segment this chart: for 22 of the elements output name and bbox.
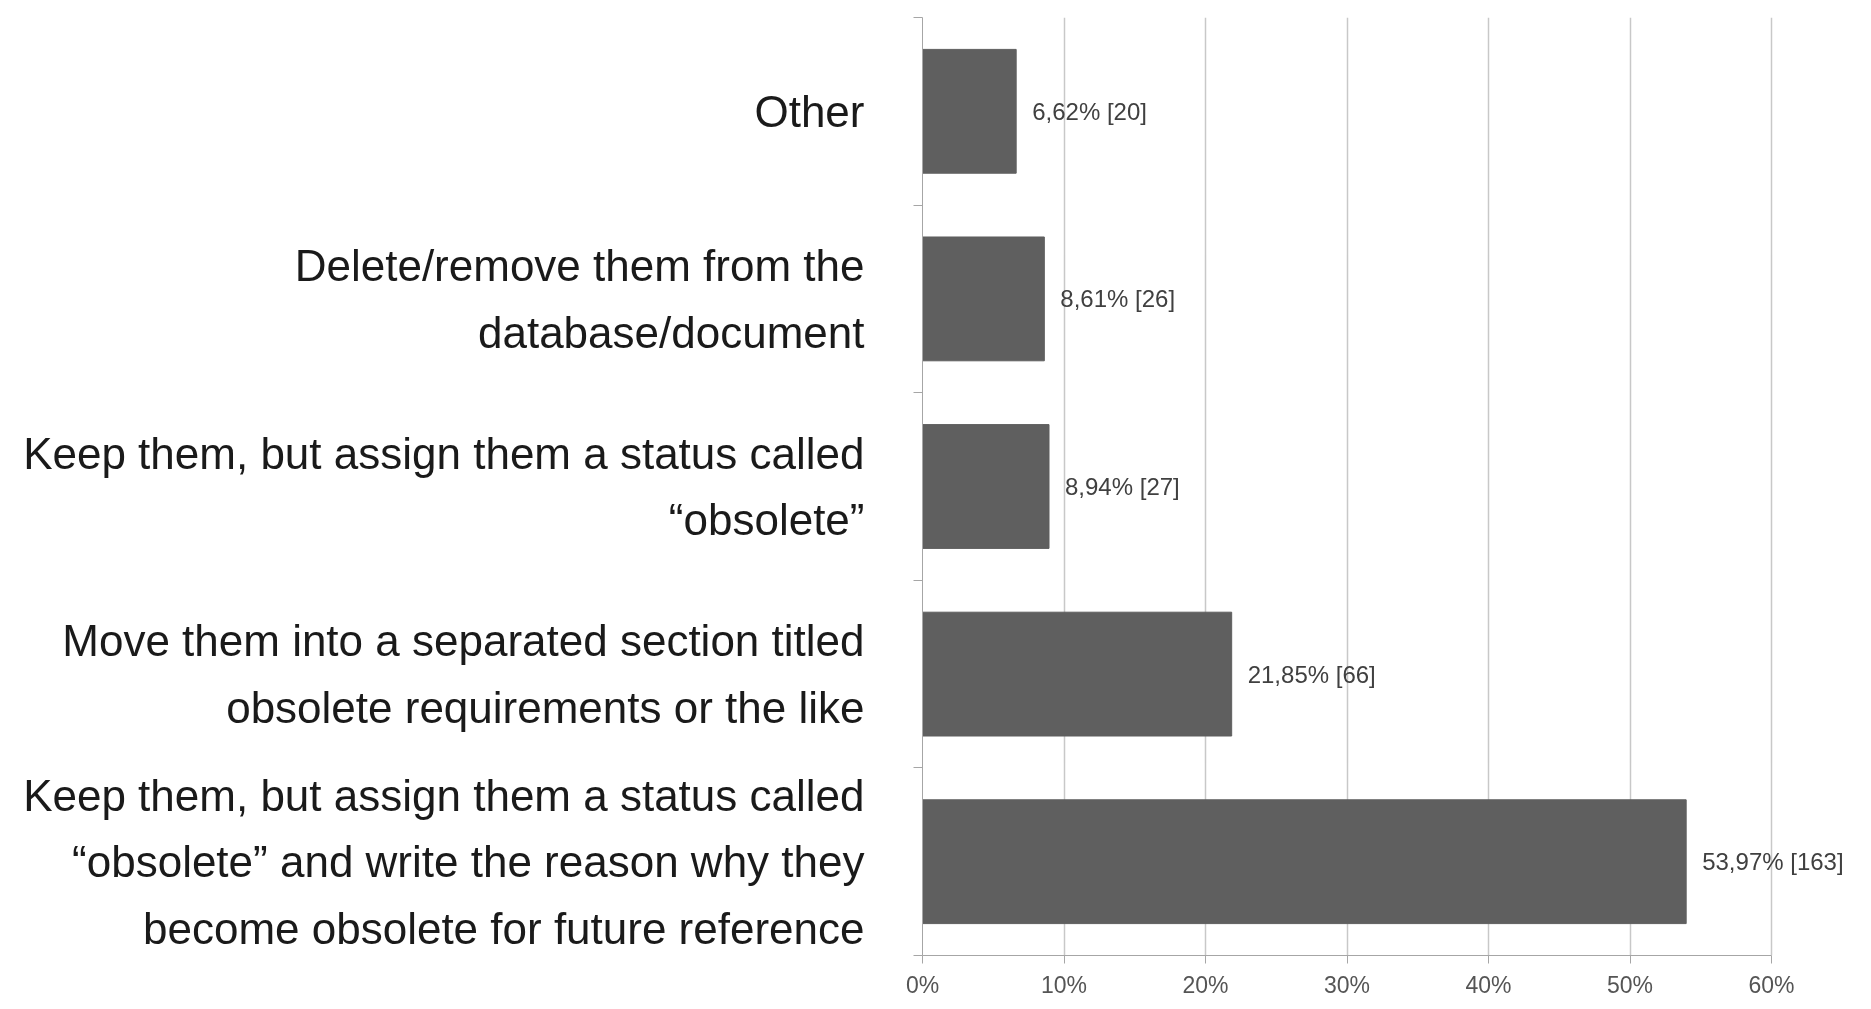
- bar: [922, 48, 1017, 174]
- x-tick-label: 0%: [905, 971, 940, 998]
- x-tick-label: 40%: [1465, 971, 1512, 998]
- bar: [922, 611, 1233, 737]
- bar: [922, 799, 1687, 925]
- x-tick-label: 50%: [1606, 971, 1654, 998]
- bar: [922, 236, 1045, 362]
- y-tick-label: Keep them, but assign them a status called “obsolete”: [23, 428, 865, 545]
- x-tick-label: 30%: [1323, 971, 1371, 998]
- y-tick-label: Other: [754, 86, 865, 136]
- y-tick-label: Move them into a separated section titled obsolete requirements or the like: [62, 616, 865, 732]
- data-label: 6,62% [20]: [1032, 97, 1147, 125]
- y-tick-label: Delete/remove them from the database/document: [294, 241, 865, 357]
- data-label: 8,61% [26]: [1060, 285, 1176, 313]
- data-label: 8,94% [27]: [1065, 473, 1180, 500]
- x-tick-label: 10%: [1040, 971, 1088, 998]
- data-label: 21,85% [66]: [1247, 660, 1376, 688]
- bar: [922, 424, 1050, 549]
- x-tick-label: 20%: [1182, 971, 1229, 998]
- x-tick-label: 60%: [1748, 971, 1795, 998]
- data-label: 53,97% [163]: [1702, 848, 1844, 876]
- y-tick-label: Keep them, but assign them a status called “obsolete” and write the reason why they become obsolete for future reference: [23, 770, 865, 953]
